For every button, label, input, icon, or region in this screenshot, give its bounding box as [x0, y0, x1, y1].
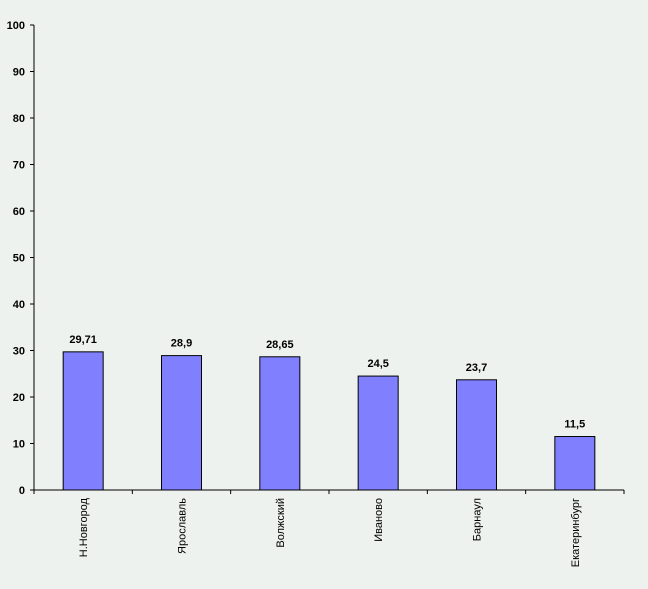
y-tick-label: 50 — [13, 253, 25, 265]
y-tick-label: 40 — [13, 299, 25, 311]
x-tick-label: Екатеринбург — [570, 498, 582, 567]
data-label: 24,5 — [367, 358, 388, 370]
bar — [161, 355, 202, 491]
data-labels: 29,71 28,9 28,65 24,5 23,7 11,5 — [69, 334, 585, 431]
x-tick-label: Иваново — [373, 498, 385, 542]
y-tick-label: 20 — [13, 392, 25, 404]
bar — [456, 379, 497, 491]
y-tick-label: 100 — [7, 20, 25, 32]
bar — [554, 436, 596, 491]
x-tick-label: Волжский — [275, 498, 287, 548]
y-tick-label: 70 — [13, 160, 25, 172]
y-tick-label: 80 — [13, 113, 25, 125]
y-tick-label: 60 — [13, 206, 25, 218]
data-label: 28,9 — [171, 338, 192, 350]
x-tick-label: Н.Новгород — [78, 497, 90, 557]
data-label: 11,5 — [564, 419, 585, 431]
x-axis: Н.Новгород Ярославль Волжский Иваново Барнау… — [33, 489, 625, 567]
x-tick-label: Барнаул — [472, 498, 484, 541]
data-label: 23,7 — [466, 362, 487, 374]
y-tick-label: 0 — [19, 485, 25, 497]
bar — [62, 351, 104, 491]
x-tick-label: Ярославль — [177, 498, 189, 554]
y-tick-label: 90 — [13, 67, 25, 79]
bar — [259, 356, 301, 491]
y-tick-label: 10 — [13, 439, 25, 451]
y-tick-label: 30 — [13, 346, 25, 358]
data-label: 28,65 — [266, 339, 294, 351]
bar — [357, 375, 399, 491]
y-axis: 0 10 20 30 40 50 60 70 80 90 100 — [7, 20, 35, 497]
bar-series — [62, 351, 596, 491]
data-label: 29,71 — [69, 334, 97, 346]
